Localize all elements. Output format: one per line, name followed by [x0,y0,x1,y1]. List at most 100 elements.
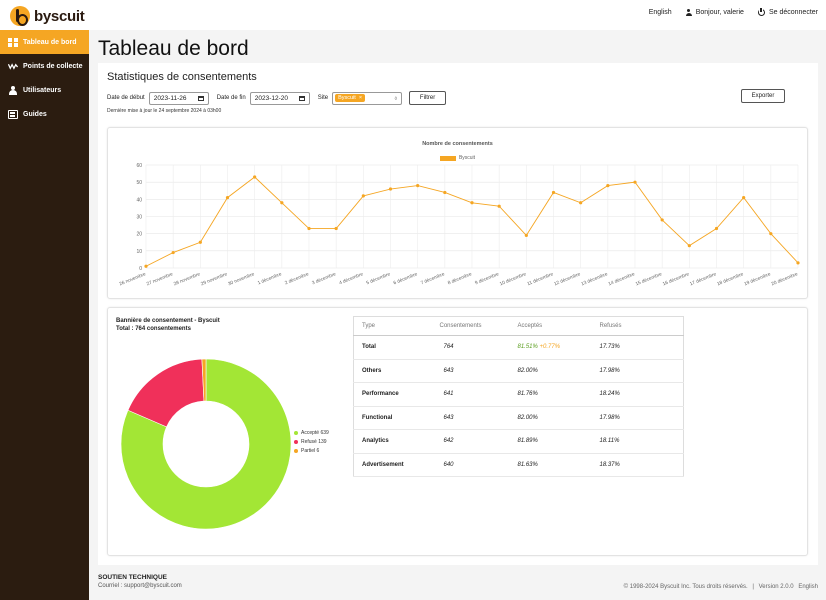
top-bar: byscuit English Bonjour, valerie Se déco… [0,0,826,30]
version: Version 2.0.0 [758,584,794,590]
sidebar-item-users[interactable]: Utilisateurs [0,78,89,102]
power-icon [757,8,765,16]
row-refused: 17.98% [591,406,684,430]
sidebar-item-collection-points[interactable]: Points de collecte [0,54,89,78]
copyright: © 1998-2024 Byscuit Inc. Tous droits rés… [623,584,748,590]
x-tick-label: 11 décembre [526,271,554,287]
support-email[interactable]: Courriel : support@byscuit.com [98,583,182,589]
row-accepted: 81.76% [509,382,592,407]
data-point[interactable] [280,201,284,205]
legend-label: Partiel 6 [301,447,320,454]
start-date-input[interactable]: 2023-11-26 [148,91,209,105]
y-tick-label: 0 [139,266,142,272]
row-type: Others [353,359,432,383]
wave-icon [8,62,18,70]
x-tick-label: 10 décembre [499,271,528,287]
chart-legend[interactable]: Byscuit [108,155,807,161]
site-label: Site [317,95,329,101]
row-count: 643 [431,359,510,383]
data-point[interactable] [714,226,719,231]
donut-title-block: Bannière de consentement - Byscuit Total… [116,317,220,333]
end-date-input[interactable]: 2023-12-20 [249,91,310,105]
x-tick-label: 14 décembre [608,271,637,287]
data-point[interactable] [551,190,556,195]
legend-label: Byscuit [458,155,476,161]
x-tick-label: 6 décembre [393,271,419,286]
filter-button[interactable]: Filtrer [409,91,447,105]
data-point[interactable] [225,196,230,200]
donut-slice[interactable] [201,358,207,402]
row-accepted: 81.63% [509,453,592,477]
line-chart: 0 10 20 30 40 50 60 26 novembre 27 novembre 28 no… [119,163,800,287]
y-tick-label: 10 [136,249,142,255]
sidebar-item-label: Points de collecte [23,62,83,70]
data-point[interactable] [660,218,664,222]
donut-chart [120,358,292,530]
start-date-label: Date de début [107,95,145,101]
data-point[interactable] [253,175,257,179]
export-button[interactable]: Exporter [741,89,785,103]
x-tick-label: 20 décembre [771,271,800,287]
data-point[interactable] [742,196,746,200]
data-point[interactable] [171,250,175,255]
x-tick-label: 27 novembre [146,271,175,287]
logo[interactable]: byscuit [10,5,85,27]
row-refused: 17.73% [591,335,684,360]
col-accepted: Acceptés [509,316,592,336]
data-point[interactable] [606,184,610,188]
user-menu[interactable]: Bonjour, valerie [685,9,744,16]
footer-language-link[interactable]: English [798,584,818,590]
data-point[interactable] [470,201,474,205]
legend-dot [294,448,298,453]
x-tick-label: 1 décembre [257,271,283,286]
x-tick-label: 12 décembre [553,271,582,287]
site-select[interactable]: Byscuit × ◊ [332,91,403,105]
x-tick-label: 5 décembre [366,271,392,286]
data-point[interactable] [796,261,800,265]
legend-label: Accepté 639 [301,429,329,436]
language-link[interactable]: English [648,9,672,16]
calendar-icon[interactable] [197,95,204,101]
data-point[interactable] [687,244,691,248]
data-point[interactable] [307,226,311,231]
data-point[interactable] [579,201,583,205]
data-point[interactable] [144,264,148,268]
row-type: Advertisement [353,453,432,477]
row-refused: 17.98% [591,359,684,383]
section-title: Statistiques de consentements [107,71,257,83]
consent-stats-table: Type Consentements Acceptés Refusés Tota… [353,316,684,477]
table-row: Functional 643 82.00% 17.98% [353,406,684,430]
select-caret-icon[interactable]: ◊ [394,95,398,102]
greeting-label: Bonjour, valerie [695,9,744,16]
calendar-icon[interactable] [298,95,305,101]
row-count: 641 [431,382,510,407]
donut-slice[interactable] [120,358,292,530]
legend-item[interactable]: Refusé 139 [294,437,329,446]
chart-title: Nombre de consentements [422,141,493,147]
site-chip-label: Byscuit [338,95,356,101]
row-accepted: 82.00% [509,359,592,383]
sidebar-item-guides[interactable]: Guides [0,102,89,126]
logout-link[interactable]: Se déconnecter [757,8,818,16]
row-count: 642 [431,429,510,454]
data-point[interactable] [633,180,637,184]
data-point[interactable] [361,194,365,198]
data-point[interactable] [334,226,338,231]
table-row: Advertisement 640 81.63% 18.37% [353,453,684,477]
legend-item[interactable]: Partiel 6 [294,446,329,455]
row-type: Performance [353,382,432,407]
row-refused: 18.24% [591,382,684,407]
data-point[interactable] [524,233,528,237]
data-point[interactable] [388,187,393,191]
legend-item[interactable]: Accepté 639 [294,428,329,437]
y-tick-label: 30 [136,215,142,221]
data-point[interactable] [416,184,420,188]
sidebar-item-dashboard[interactable]: Tableau de bord [0,30,89,54]
data-point[interactable] [497,204,501,208]
donut-title: Bannière de consentement - Byscuit [116,318,220,324]
data-point[interactable] [198,240,202,244]
chip-remove-icon[interactable]: × [358,95,363,101]
data-point[interactable] [443,190,447,195]
data-point[interactable] [769,232,773,236]
legend-swatch [439,155,456,161]
